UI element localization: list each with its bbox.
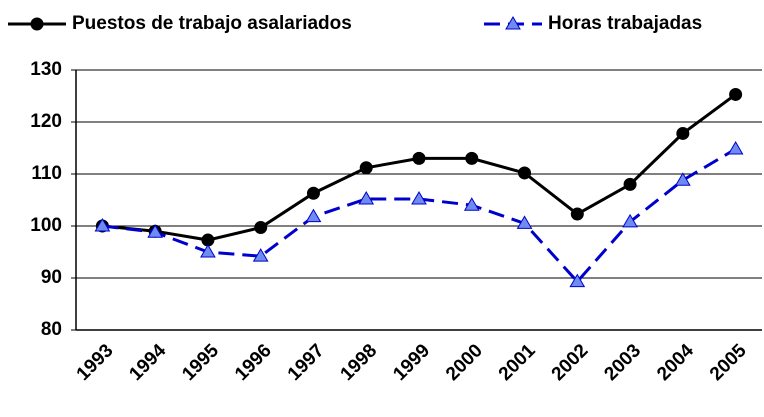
legend-label: Puestos de trabajo asalariados	[72, 13, 352, 34]
x-tick-label: 1998	[337, 340, 382, 385]
data-point	[254, 221, 268, 235]
data-point	[94, 218, 111, 232]
x-tick-label: 1997	[284, 340, 329, 385]
y-tick-label: 110	[31, 163, 62, 184]
legend-label: Horas trabajadas	[548, 13, 702, 34]
data-point	[570, 207, 584, 221]
data-point	[252, 248, 269, 262]
data-point	[516, 215, 533, 229]
x-tick-label: 1996	[231, 340, 276, 385]
x-tick-label: 1993	[73, 340, 118, 385]
x-tick-label: 2001	[495, 340, 540, 385]
x-tick-label: 2002	[548, 340, 593, 385]
y-tick-label: 90	[41, 267, 62, 288]
data-point	[358, 190, 375, 205]
data-point	[411, 190, 427, 205]
data-point	[359, 161, 373, 175]
data-point	[622, 213, 638, 228]
data-point	[412, 151, 426, 165]
series-line	[102, 147, 737, 284]
data-point	[306, 186, 320, 200]
data-point	[623, 177, 637, 191]
legend-marker	[505, 16, 521, 30]
data-point	[569, 273, 586, 288]
x-tick-label: 2005	[706, 340, 751, 385]
x-tick-label: 2004	[653, 340, 698, 385]
data-point	[147, 224, 164, 238]
legend-marker	[30, 17, 44, 31]
x-tick-label: 2000	[442, 340, 487, 385]
data-point	[465, 151, 479, 165]
data-point	[200, 244, 216, 258]
data-point	[727, 141, 744, 155]
x-tick-label: 1995	[178, 340, 223, 385]
x-tick-label: 1994	[125, 340, 170, 385]
x-tick-label: 2003	[600, 340, 645, 385]
data-point	[463, 197, 480, 211]
series-line	[102, 93, 737, 242]
x-tick-label: 1999	[389, 340, 434, 385]
y-tick-label: 100	[30, 215, 62, 236]
data-point	[674, 172, 691, 186]
y-tick-label: 130	[30, 59, 62, 80]
y-tick-label: 120	[30, 111, 62, 132]
data-point	[676, 126, 690, 140]
data-point	[729, 87, 743, 101]
y-tick-label: 80	[41, 319, 62, 340]
data-point	[518, 166, 532, 180]
data-point	[305, 208, 322, 223]
